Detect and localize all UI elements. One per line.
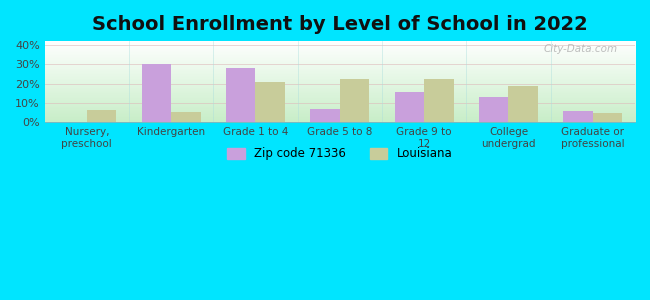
Legend: Zip code 71336, Louisiana: Zip code 71336, Louisiana xyxy=(222,143,458,165)
Bar xyxy=(310,109,340,122)
Bar xyxy=(508,85,538,122)
Bar xyxy=(479,97,508,122)
Bar xyxy=(142,64,171,122)
Bar xyxy=(255,82,285,122)
Bar xyxy=(340,79,369,122)
Bar xyxy=(593,112,622,122)
Bar xyxy=(564,111,593,122)
Bar xyxy=(395,92,424,122)
Bar xyxy=(226,68,255,122)
Title: School Enrollment by Level of School in 2022: School Enrollment by Level of School in … xyxy=(92,15,588,34)
Bar xyxy=(424,79,454,122)
Bar xyxy=(87,110,116,122)
Bar xyxy=(171,112,201,122)
Text: City-Data.com: City-Data.com xyxy=(543,44,618,53)
